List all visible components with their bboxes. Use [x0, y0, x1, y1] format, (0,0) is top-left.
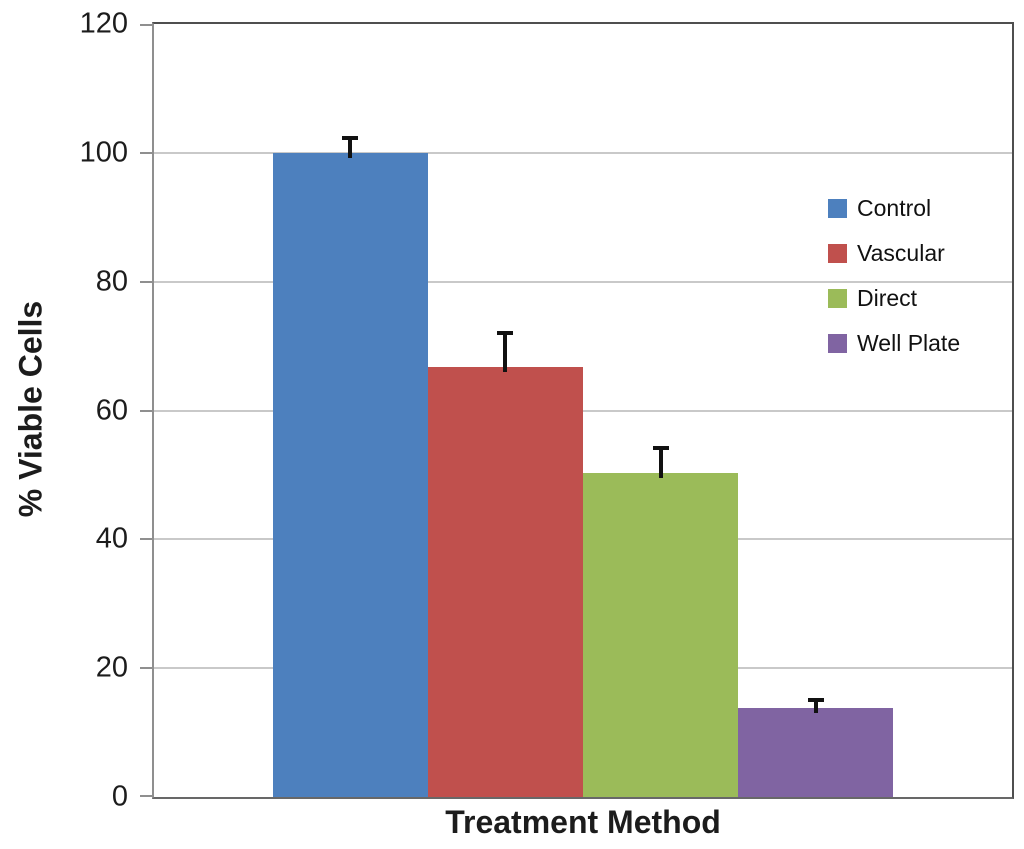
error-bar-cap-vascular — [497, 331, 514, 336]
gridline-80 — [154, 280, 1012, 283]
legend-swatch-control-icon — [828, 198, 847, 218]
plot-area — [140, 22, 1014, 799]
legend-label-direct: Direct — [857, 284, 918, 311]
error-bar-cap-direct — [652, 445, 669, 450]
x-axis-title: Treatment Method — [445, 804, 721, 840]
y-tick-label-0: 0 — [111, 780, 128, 813]
bar-well-plate — [738, 708, 894, 797]
legend-item-control: Control — [828, 194, 960, 221]
legend-item-direct: Direct — [828, 284, 960, 311]
legend-item-vascular: Vascular — [828, 239, 960, 266]
legend-item-well-plate: Well Plate — [828, 329, 961, 356]
y-tickmark-80 — [140, 280, 152, 283]
error-bar-cap-control — [342, 135, 359, 140]
y-tick-label-40: 40 — [95, 522, 128, 555]
legend-swatch-well-plate-icon — [828, 333, 847, 353]
legend-swatch-direct-icon — [828, 288, 847, 308]
y-tickmark-100 — [140, 151, 152, 154]
error-bar-cap-well-plate — [807, 697, 824, 702]
y-tickmark-20 — [140, 667, 152, 670]
bar-vascular — [427, 367, 583, 797]
legend-label-vascular: Vascular — [857, 239, 945, 266]
y-tick-label-20: 20 — [95, 651, 128, 684]
error-bar-stem-control — [348, 139, 353, 158]
y-tickmark-0 — [140, 795, 152, 797]
y-tick-label-60: 60 — [95, 394, 128, 426]
legend: Control Vascular Direct Well Plate — [828, 194, 961, 377]
legend-swatch-vascular-icon — [828, 243, 847, 263]
bar-control — [272, 152, 428, 797]
error-bar-stem-well-plate — [813, 701, 818, 714]
bar-direct — [583, 472, 739, 797]
y-tickmark-60 — [140, 409, 152, 412]
legend-label-control: Control — [857, 194, 932, 221]
y-tick-label-100: 100 — [79, 136, 128, 169]
error-bar-stem-direct — [658, 449, 663, 478]
error-bar-stem-vascular — [503, 335, 508, 373]
gridline-100 — [154, 151, 1012, 154]
y-tickmark-40 — [140, 538, 152, 541]
y-tick-label-120: 120 — [79, 7, 128, 40]
gridline-60 — [154, 409, 1012, 412]
legend-label-well-plate: Well Plate — [857, 329, 961, 356]
y-tick-label-80: 80 — [95, 265, 128, 298]
y-tickmark-120 — [140, 24, 152, 26]
